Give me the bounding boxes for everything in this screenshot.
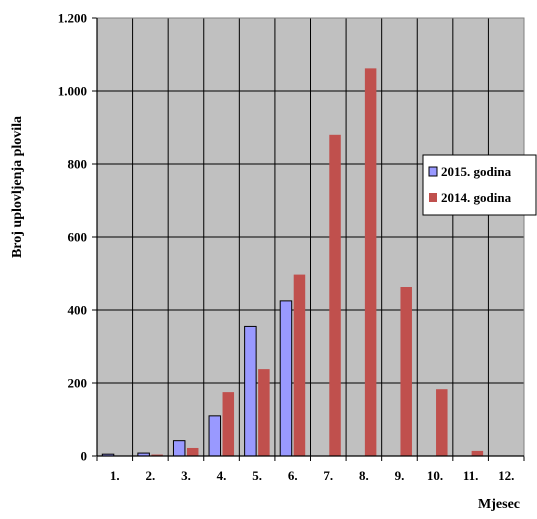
x-tick-label: 9. bbox=[395, 468, 405, 483]
legend-label-2015: 2015. godina bbox=[441, 164, 512, 179]
bar-2015-godina-5 bbox=[245, 326, 257, 456]
bar-2014-godina-5 bbox=[258, 369, 270, 456]
bar-2014-godina-8 bbox=[365, 68, 377, 456]
legend-swatch-2014 bbox=[429, 193, 437, 202]
y-tick-label: 600 bbox=[68, 230, 88, 245]
y-tick-label: 400 bbox=[68, 303, 88, 318]
bar-2015-godina-4 bbox=[209, 416, 221, 456]
bar-2014-godina-7 bbox=[329, 135, 341, 456]
legend-swatch-2015 bbox=[429, 167, 437, 176]
legend-label-2014: 2014. godina bbox=[441, 190, 512, 205]
bar-2014-godina-6 bbox=[294, 275, 306, 456]
x-tick-label: 11. bbox=[463, 468, 479, 483]
bar-2015-godina-6 bbox=[280, 301, 292, 456]
bar-2015-godina-3 bbox=[173, 441, 185, 456]
bar-2014-godina-3 bbox=[187, 448, 199, 456]
legend: 2015. godina 2014. godina bbox=[423, 155, 536, 215]
y-tick-label: 200 bbox=[68, 376, 88, 391]
x-tick-label: 4. bbox=[217, 468, 227, 483]
y-tick-label: 1.200 bbox=[58, 11, 87, 26]
x-tick-label: 10. bbox=[427, 468, 443, 483]
bar-2014-godina-10 bbox=[436, 389, 448, 456]
y-tick-label: 800 bbox=[68, 157, 88, 172]
y-axis-title: Broj uplovljenja plovila bbox=[10, 116, 25, 258]
y-tick-label: 0 bbox=[81, 449, 88, 464]
x-tick-label: 12. bbox=[498, 468, 514, 483]
x-tick-label: 8. bbox=[359, 468, 369, 483]
bar-2014-godina-9 bbox=[400, 287, 412, 456]
x-tick-label: 5. bbox=[252, 468, 262, 483]
x-tick-label: 3. bbox=[181, 468, 191, 483]
x-tick-label: 2. bbox=[146, 468, 156, 483]
x-tick-label: 7. bbox=[323, 468, 333, 483]
x-tick-label: 6. bbox=[288, 468, 298, 483]
bar-2014-godina-11 bbox=[472, 451, 484, 456]
x-axis-title: Mjesec bbox=[478, 497, 520, 512]
bar-2014-godina-4 bbox=[223, 392, 235, 456]
y-tick-label: 1.000 bbox=[58, 84, 87, 99]
x-tick-label: 1. bbox=[110, 468, 120, 483]
